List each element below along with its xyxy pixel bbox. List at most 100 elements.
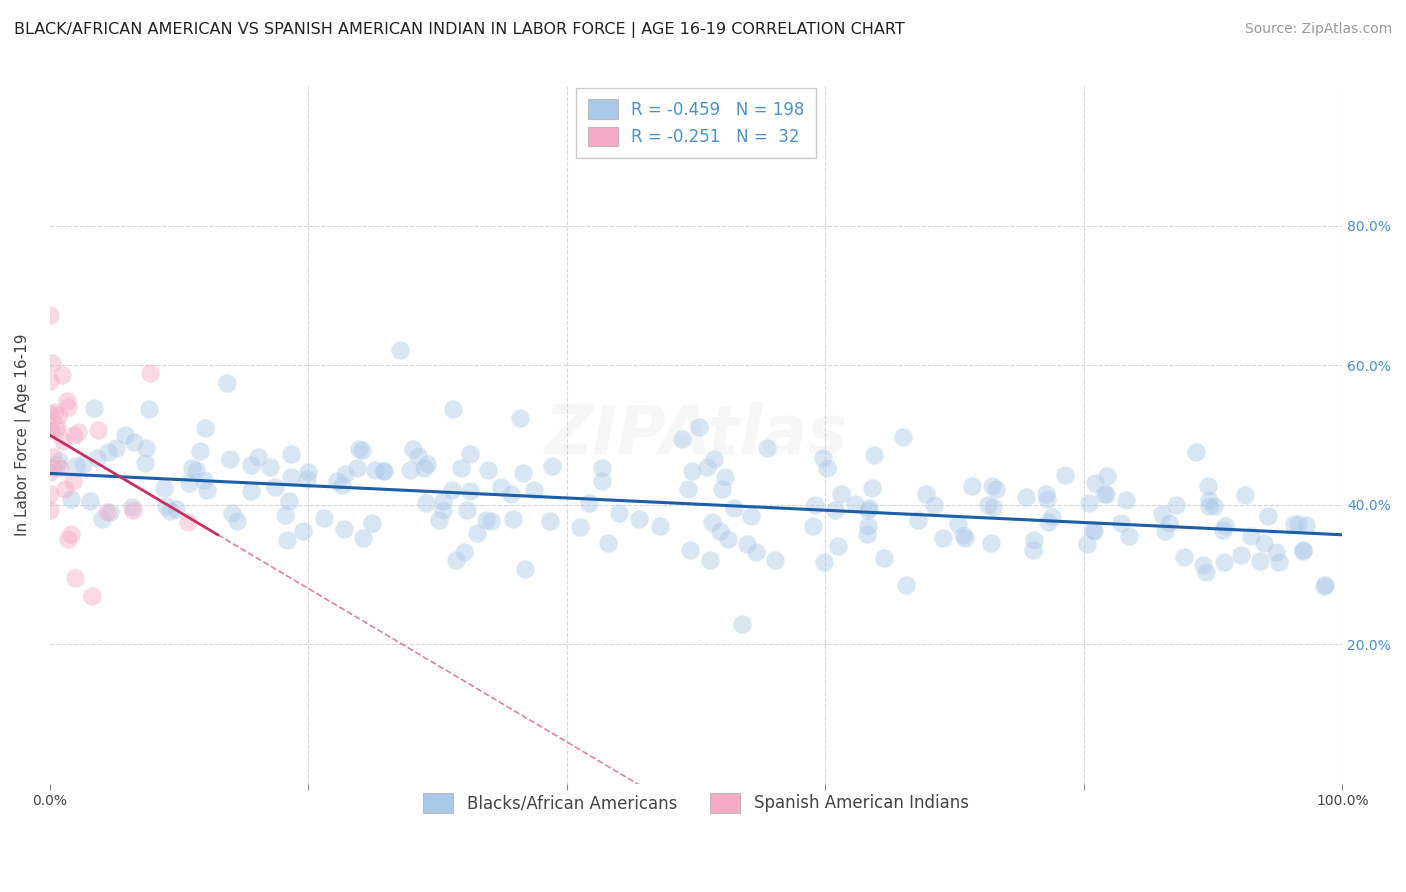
Point	[569, 520, 592, 534]
Point	[188, 443, 211, 458]
Point	[440, 483, 463, 497]
Point	[98, 505, 121, 519]
Point	[981, 478, 1004, 492]
Point	[872, 550, 894, 565]
Point	[49, 461, 72, 475]
Point	[415, 496, 437, 510]
Point	[1197, 479, 1219, 493]
Point	[984, 482, 1007, 496]
Point	[948, 517, 970, 532]
Point	[361, 516, 384, 530]
Point	[813, 555, 835, 569]
Point	[1159, 516, 1181, 530]
Point	[830, 487, 852, 501]
Point	[699, 553, 721, 567]
Point	[413, 460, 436, 475]
Point	[335, 467, 357, 482]
Point	[1292, 543, 1315, 558]
Point	[1265, 545, 1288, 559]
Point	[432, 493, 454, 508]
Point	[1115, 492, 1137, 507]
Point	[756, 442, 779, 456]
Point	[458, 483, 481, 498]
Point	[226, 514, 249, 528]
Point	[538, 514, 561, 528]
Point	[723, 501, 745, 516]
Point	[373, 464, 395, 478]
Point	[1035, 491, 1057, 506]
Point	[121, 500, 143, 514]
Point	[703, 452, 725, 467]
Point	[922, 498, 945, 512]
Point	[502, 512, 524, 526]
Point	[827, 540, 849, 554]
Point	[60, 492, 83, 507]
Point	[731, 616, 754, 631]
Point	[453, 544, 475, 558]
Point	[38, 487, 60, 501]
Point	[352, 443, 374, 458]
Point	[1092, 486, 1115, 500]
Point	[763, 552, 786, 566]
Point	[1213, 519, 1236, 533]
Point	[1035, 486, 1057, 500]
Point	[314, 511, 336, 525]
Point	[541, 459, 564, 474]
Point	[165, 502, 187, 516]
Point	[676, 482, 699, 496]
Point	[1267, 555, 1289, 569]
Point	[1212, 523, 1234, 537]
Point	[509, 411, 531, 425]
Point	[475, 513, 498, 527]
Point	[607, 506, 630, 520]
Point	[297, 465, 319, 479]
Legend: Blacks/African Americans, Spanish American Indians: Blacks/African Americans, Spanish Americ…	[412, 781, 980, 824]
Point	[891, 429, 914, 443]
Point	[1109, 516, 1132, 531]
Point	[67, 425, 90, 439]
Point	[87, 423, 110, 437]
Point	[596, 536, 619, 550]
Point	[48, 409, 70, 423]
Point	[276, 533, 298, 547]
Point	[240, 484, 263, 499]
Point	[1212, 555, 1234, 569]
Point	[402, 442, 425, 457]
Point	[332, 478, 354, 492]
Point	[862, 448, 884, 462]
Point	[62, 474, 84, 488]
Point	[60, 526, 83, 541]
Point	[444, 553, 467, 567]
Point	[42, 450, 65, 464]
Point	[1095, 487, 1118, 501]
Point	[803, 518, 825, 533]
Point	[856, 527, 879, 541]
Point	[364, 463, 387, 477]
Point	[51, 368, 73, 383]
Point	[159, 504, 181, 518]
Point	[181, 460, 204, 475]
Point	[671, 433, 693, 447]
Point	[1282, 516, 1305, 531]
Point	[1295, 517, 1317, 532]
Point	[259, 459, 281, 474]
Point	[1198, 499, 1220, 513]
Point	[177, 516, 200, 530]
Point	[1040, 509, 1063, 524]
Point	[981, 500, 1004, 514]
Point	[1240, 529, 1263, 543]
Point	[1185, 445, 1208, 459]
Point	[45, 458, 67, 472]
Point	[326, 475, 349, 489]
Point	[714, 470, 737, 484]
Point	[1253, 535, 1275, 549]
Point	[44, 422, 66, 436]
Point	[221, 506, 243, 520]
Point	[39, 374, 62, 388]
Point	[44, 405, 66, 419]
Point	[696, 460, 718, 475]
Point	[458, 447, 481, 461]
Point	[914, 486, 936, 500]
Point	[1173, 549, 1195, 564]
Point	[139, 366, 162, 380]
